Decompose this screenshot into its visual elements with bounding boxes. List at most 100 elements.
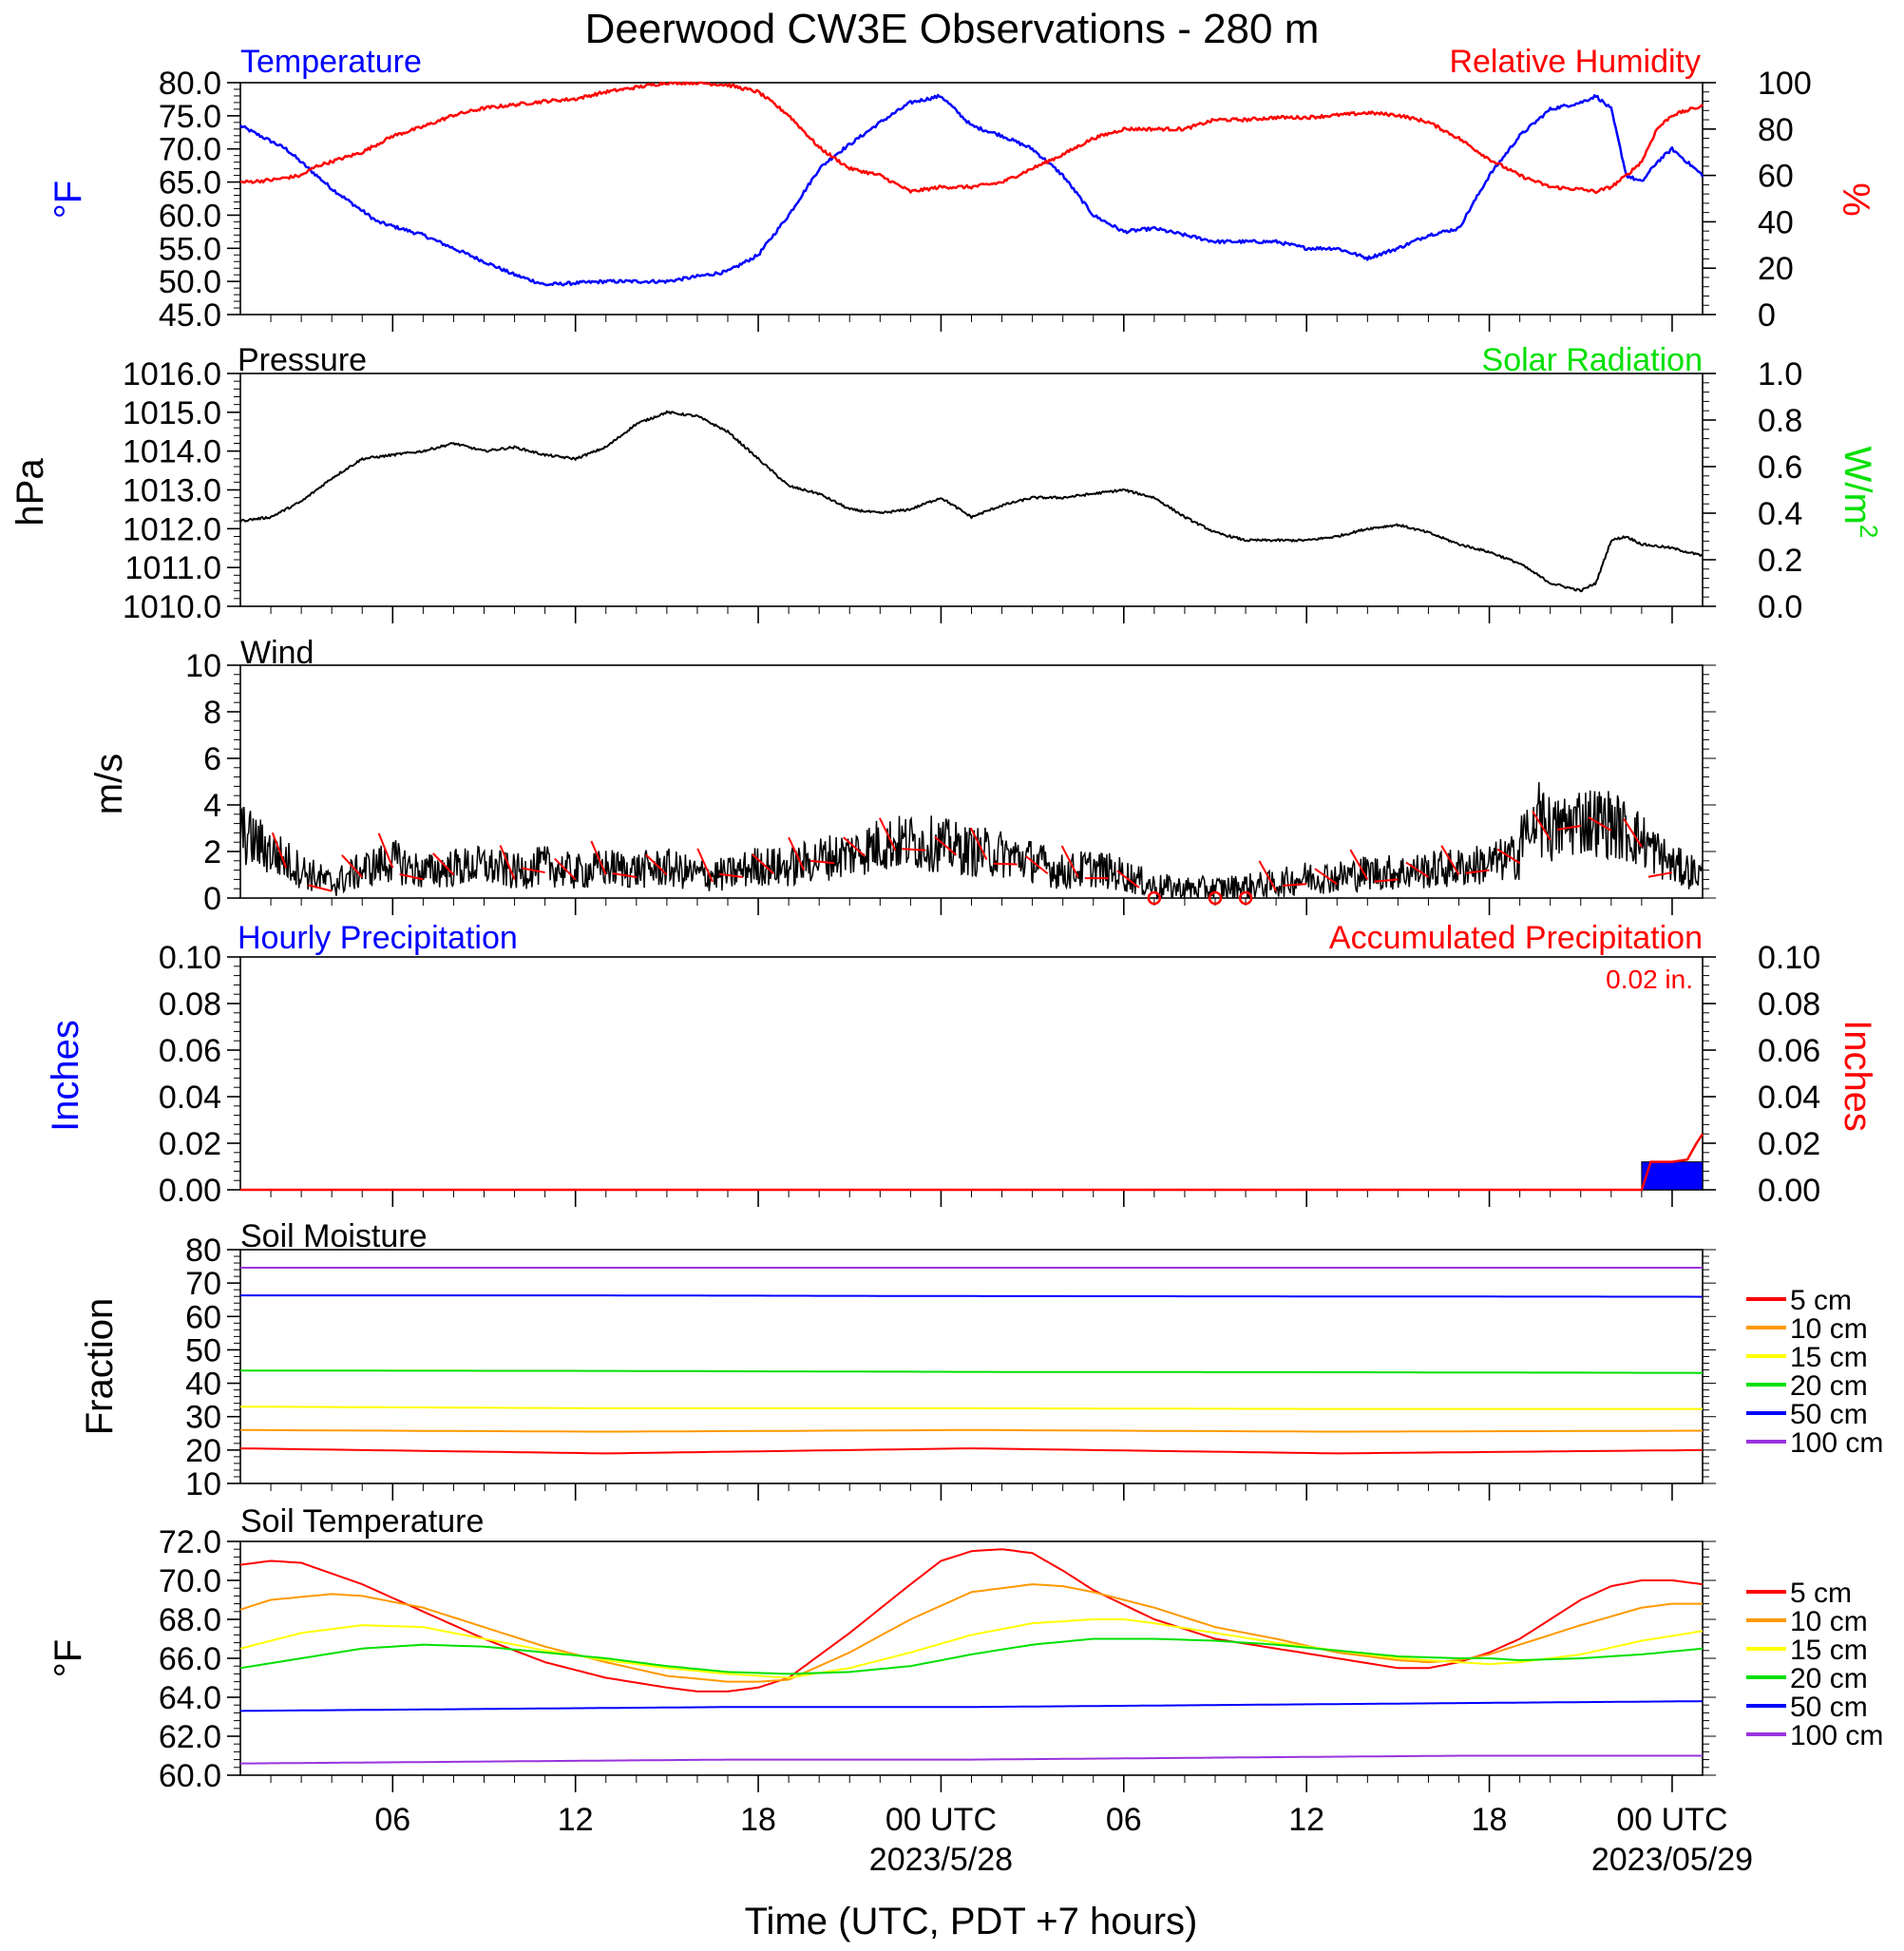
soil-temp-line [239,1637,1704,1675]
wind-barb [810,859,835,865]
wind-barb [308,884,333,892]
wind-left-tick-label: 0 [203,881,221,917]
wind-left-tick-label: 6 [203,741,221,777]
panel-precipitation: Hourly Precipitation Accumulated Precipi… [45,920,1878,1132]
pressure-right-tick-label: 0.0 [1758,589,1802,625]
temp-rh-left-tick-label: 60.0 [159,198,221,234]
soil-moisture-unit: Fraction [79,1298,121,1436]
temp-rh-right-tick-label: 80 [1758,112,1794,148]
wind-barb [1116,870,1140,889]
wind-barb [377,832,394,869]
chart-title: Deerwood CW3E Observations - 280 m [585,6,1320,52]
humidity-title: Relative Humidity [1449,44,1701,80]
temperature-title: Temperature [240,44,422,80]
wind-barb [902,848,926,851]
soil-moisture-line [240,1406,1703,1410]
panel-pressure-solar: Pressure Solar Radiation hPa W/m2 [10,342,1883,538]
precip-frame [239,956,1704,1191]
wind-barb [399,872,424,881]
pressure-unit: hPa [10,458,51,526]
soil-temp-left-tick-label: 64.0 [159,1680,221,1716]
temp-rh-right-tick-label: 60 [1758,159,1794,195]
wind-barb [1465,869,1490,874]
pressure-right-tick-label: 0.2 [1758,543,1802,579]
x-tick-label: 12 [558,1802,594,1838]
wind-barb [1496,848,1521,865]
soil-temp-legend-label: 15 cm [1790,1635,1868,1666]
temp-rh-frame [239,82,1704,316]
solar-title: Solar Radiation [1482,342,1703,378]
wind-barb [1025,855,1049,875]
wind-barb [590,840,607,875]
wind-barb [752,853,774,875]
soil-temp-title: Soil Temperature [240,1503,484,1540]
wind-barb [645,853,668,876]
temp-rh-left-tick-label: 45.0 [159,297,221,334]
wind-barb [1405,861,1429,878]
soil-temp-left-tick-label: 62.0 [159,1719,221,1755]
wind-barb [843,836,866,857]
pressure-frame [239,373,1704,607]
precip-right-tick-label: 0.00 [1758,1173,1820,1209]
soil-moisture-title: Soil Moisture [240,1218,428,1254]
soil-moisture-left-tick-label: 30 [185,1400,221,1436]
plot-elements: 80.075.070.065.060.055.050.045.010080604… [123,66,1883,1878]
temp-rh-left-tick-label: 80.0 [159,66,221,102]
wind-barb [1258,860,1277,892]
wind-barb [969,827,988,861]
temp-rh-right-tick-label: 20 [1758,251,1794,287]
x-tick-label: 12 [1288,1802,1324,1838]
x-tick-label: 06 [1106,1802,1142,1838]
pressure-line [239,410,1704,593]
wind-barb [934,835,958,856]
wind-barb [993,862,1018,866]
pressure-left-tick-label: 1013.0 [123,473,221,509]
panel-soil-moisture: Soil Moisture Fraction [79,1218,428,1435]
soil-temp-line [239,1583,1703,1683]
soil-temp-left-tick-label: 66.0 [159,1641,221,1677]
wind-barb [1532,811,1552,841]
pressure-right-tick-label: 0.4 [1758,496,1802,532]
hourly-precip-title: Hourly Precipitation [238,920,518,956]
wind-barb [1647,871,1673,878]
wind-speed-line [239,782,1704,900]
temp-rh-left-tick-label: 70.0 [159,132,221,168]
wind-barb [1060,845,1079,878]
x-tick-label: 06 [374,1802,410,1838]
precip-right-tick-label: 0.02 [1758,1126,1820,1162]
precip-left-tick-label: 0.04 [159,1080,221,1116]
x-axis-label: Time (UTC, PDT +7 hours) [745,1901,1198,1942]
humidity-unit: % [1835,182,1876,217]
soil-temp-unit: °F [48,1639,89,1677]
wind-barb [499,845,516,880]
precip-right-tick-label: 0.08 [1758,986,1820,1023]
precip-right-tick-label: 0.04 [1758,1080,1820,1116]
solar-unit-base: W/m [1837,447,1878,525]
wind-barb [718,872,744,878]
soil-moisture-legend-label: 5 cm [1790,1285,1852,1316]
temp-rh-right-tick-label: 40 [1758,204,1794,240]
precip-right-tick-label: 0.06 [1758,1033,1820,1069]
temp-rh-right-tick-label: 0 [1758,297,1776,334]
temperature-line [239,93,1704,287]
wind-barb [521,867,545,874]
panel-temperature-humidity: Temperature Relative Humidity °F % [48,44,1876,219]
temp-rh-left-tick-label: 65.0 [159,165,221,201]
panel-soil-temperature: Soil Temperature °F [48,1503,484,1677]
x-tick-sublabel: 2023/5/28 [869,1842,1013,1878]
wind-unit: m/s [88,754,130,814]
wind-barb [1440,845,1460,876]
soil-moisture-line [239,1447,1704,1455]
soil-temp-legend-label: 50 cm [1790,1692,1868,1723]
soil-moisture-legend-label: 100 cm [1790,1427,1883,1459]
humidity-line [239,81,1704,195]
hourly-precip-bar [1641,1161,1704,1191]
precip-right-tick-label: 0.10 [1758,940,1820,976]
wind-barb [1374,878,1399,883]
wind-left-tick-label: 8 [203,695,221,731]
wind-barb [271,832,288,869]
wind-barb [696,848,714,883]
x-tick-sublabel: 2023/05/29 [1591,1842,1753,1878]
soil-temp-line [239,1700,1704,1712]
